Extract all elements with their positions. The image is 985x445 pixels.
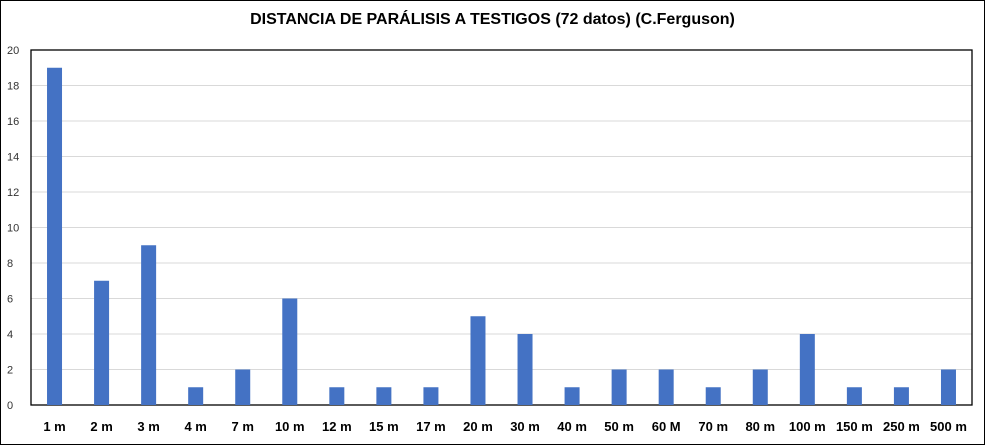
x-tick-label: 3 m bbox=[137, 419, 159, 434]
x-tick-label: 70 m bbox=[698, 419, 728, 434]
y-tick-label: 14 bbox=[7, 152, 19, 164]
x-tick-label: 40 m bbox=[557, 419, 587, 434]
y-tick-label: 2 bbox=[7, 365, 13, 377]
bar bbox=[423, 387, 439, 405]
bar bbox=[799, 334, 815, 405]
bar bbox=[846, 387, 862, 405]
y-tick-label: 4 bbox=[7, 329, 13, 341]
x-tick-label: 7 m bbox=[232, 419, 254, 434]
bar bbox=[940, 369, 956, 405]
y-tick-label: 0 bbox=[7, 400, 13, 412]
x-tick-label: 20 m bbox=[463, 419, 493, 434]
x-tick-label: 250 m bbox=[883, 419, 920, 434]
bar bbox=[329, 387, 345, 405]
x-tick-label: 50 m bbox=[604, 419, 634, 434]
y-tick-label: 16 bbox=[7, 116, 19, 128]
bar bbox=[282, 298, 298, 405]
bar bbox=[94, 280, 110, 405]
y-tick-label: 18 bbox=[7, 81, 19, 93]
x-tick-label: 80 m bbox=[745, 419, 775, 434]
x-tick-label: 15 m bbox=[369, 419, 399, 434]
y-tick-label: 8 bbox=[7, 258, 13, 270]
y-tick-label: 10 bbox=[7, 223, 19, 235]
y-tick-label: 20 bbox=[7, 45, 19, 57]
x-tick-label: 100 m bbox=[789, 419, 826, 434]
chart-title: DISTANCIA DE PARÁLISIS A TESTIGOS (72 da… bbox=[250, 11, 735, 28]
bar bbox=[658, 369, 674, 405]
bar bbox=[517, 334, 533, 405]
x-tick-label: 30 m bbox=[510, 419, 540, 434]
x-tick-label: 10 m bbox=[275, 419, 305, 434]
plot-area bbox=[30, 49, 973, 406]
x-tick-label: 4 m bbox=[184, 419, 206, 434]
bar bbox=[376, 387, 392, 405]
y-tick-label: 12 bbox=[7, 187, 19, 199]
bar bbox=[235, 369, 251, 405]
y-tick-label: 6 bbox=[7, 294, 13, 306]
bar bbox=[611, 369, 627, 405]
x-tick-label: 500 m bbox=[930, 419, 967, 434]
x-tick-label: 60 M bbox=[652, 419, 681, 434]
x-tick-label: 2 m bbox=[90, 419, 112, 434]
bar bbox=[470, 316, 486, 405]
x-tick-label: 1 m bbox=[43, 419, 65, 434]
bar bbox=[893, 387, 909, 405]
bar bbox=[564, 387, 580, 405]
bar bbox=[141, 245, 157, 405]
bar bbox=[47, 67, 63, 405]
bar bbox=[188, 387, 204, 405]
bar bbox=[705, 387, 721, 405]
x-tick-label: 17 m bbox=[416, 419, 446, 434]
bar bbox=[752, 369, 768, 405]
x-tick-label: 150 m bbox=[836, 419, 873, 434]
x-tick-label: 12 m bbox=[322, 419, 352, 434]
